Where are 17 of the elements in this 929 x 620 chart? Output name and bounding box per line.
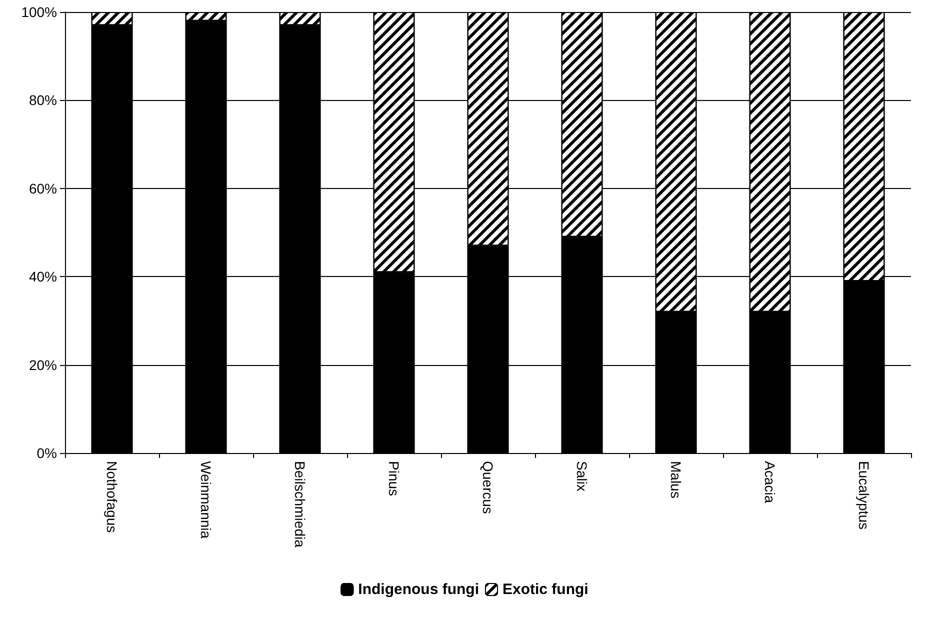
y-tick-label: 40% [28,268,57,285]
y-tick-label: 100% [21,4,57,20]
y-tick-label: 60% [28,180,57,196]
x-tick-label: Nothofagus [104,461,120,533]
y-tick-label: 80% [28,92,57,108]
x-tick-label: Salix [574,461,590,492]
x-tick-label: Quercus [480,461,496,514]
legend-label: Indigenous fungi [358,581,480,598]
y-tick-label: 20% [28,356,57,373]
x-tick-label: Pinus [386,461,402,496]
y-tick-label: 0% [36,445,57,461]
x-tick-label: Eucalyptus [856,461,872,530]
legend-label: Exotic fungi [502,581,588,598]
x-tick-label: Malus [668,461,684,498]
x-tick-label: Weinmannia [198,461,214,539]
x-tick-label: Acacia [762,461,778,504]
x-tick-label: Beilschmiedia [292,461,308,548]
